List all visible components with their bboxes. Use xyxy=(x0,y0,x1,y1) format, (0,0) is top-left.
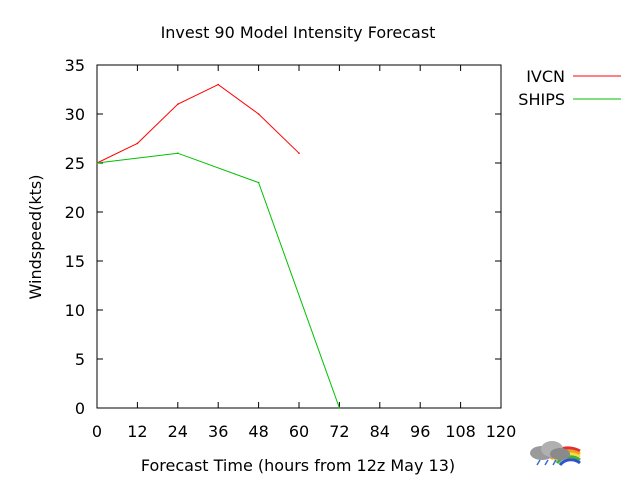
x-tick-label: 120 xyxy=(486,422,517,441)
data-point-ivcn xyxy=(136,142,139,145)
series-line-ships xyxy=(96,152,340,409)
x-tick-label: 24 xyxy=(168,422,188,441)
x-tick-label: 12 xyxy=(127,422,147,441)
y-tick-label: 5 xyxy=(75,350,85,369)
x-tick-label: 0 xyxy=(92,422,102,441)
x-axis-label: Forecast Time (hours from 12z May 13) xyxy=(141,456,455,475)
data-point-ships xyxy=(338,407,341,409)
x-tick-label: 72 xyxy=(329,422,349,441)
y-tick-label: 20 xyxy=(65,203,85,222)
chart-title: Invest 90 Model Intensity Forecast xyxy=(161,23,436,42)
plot-frame xyxy=(96,64,502,409)
y-axis-label: Windspeed(kts) xyxy=(26,175,45,300)
series-layer xyxy=(96,83,341,409)
y-tick-label: 30 xyxy=(65,105,85,124)
legend-label-ships: SHIPS xyxy=(518,90,565,109)
data-point-ivcn xyxy=(177,103,179,105)
data-point-ships xyxy=(177,152,179,154)
y-tick-label: 10 xyxy=(65,301,85,320)
x-tick-label: 48 xyxy=(248,422,268,441)
data-point-ivcn xyxy=(217,83,219,86)
x-tick-label: 36 xyxy=(208,422,228,441)
y-tick-label: 15 xyxy=(65,252,85,271)
x-tick-label: 60 xyxy=(289,422,309,441)
y-tick-label: 35 xyxy=(65,56,85,75)
y-axis-ticks: 0 5 10 15 20 25 30 35 xyxy=(65,56,501,418)
legend: IVCN SHIPS xyxy=(518,67,621,109)
y-tick-label: 25 xyxy=(65,154,85,173)
series-line-ivcn xyxy=(96,84,300,164)
x-tick-label: 96 xyxy=(410,422,430,441)
x-tick-label: 84 xyxy=(370,422,390,441)
data-point-ships xyxy=(257,181,260,184)
legend-label-ivcn: IVCN xyxy=(526,67,565,86)
x-tick-label: 108 xyxy=(445,422,476,441)
data-point-ships xyxy=(96,162,98,164)
data-point-ivcn xyxy=(298,152,300,154)
data-point-ivcn xyxy=(257,113,260,115)
y-tick-label: 0 xyxy=(75,399,85,418)
weather-cloud-rainbow-logo xyxy=(530,441,581,467)
x-axis-ticks: 0 12 24 36 48 60 72 84 96 108 120 xyxy=(92,65,516,441)
